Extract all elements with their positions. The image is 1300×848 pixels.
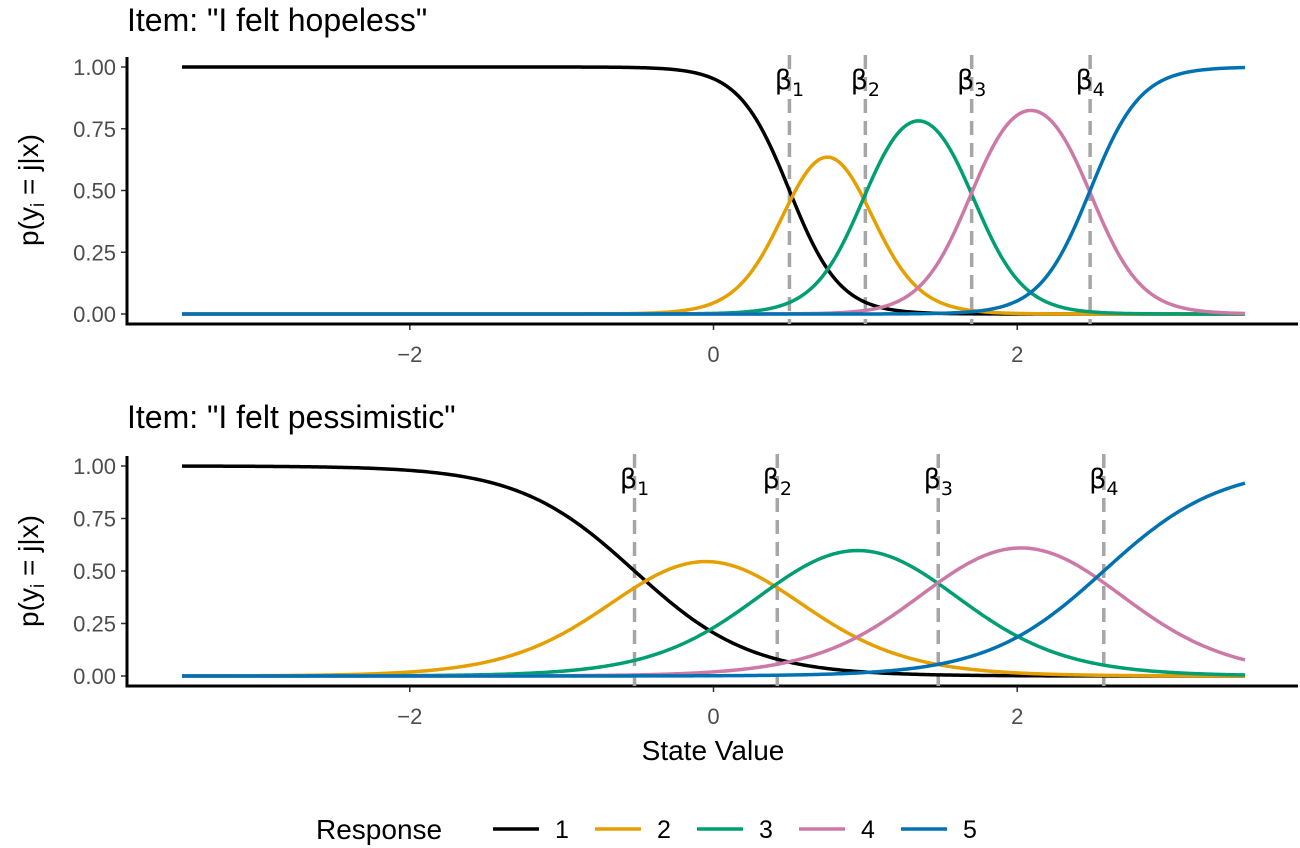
x-tick-label: 2 [1011,704,1023,729]
y-tick-label: 0.75 [73,507,116,532]
panel-pessimistic: Item: "I felt pessimistic" p(yi = j|x) 0.0… [13,399,1298,766]
y-axis-label: p(yi = j|x) [13,515,49,627]
legend-label-5: 5 [963,816,977,844]
series-line-2 [181,559,1246,678]
y-tick-label: 0.25 [73,612,116,637]
y-tick-label: 0.75 [73,117,116,142]
panel-title: Item: "I felt hopeless" [127,2,427,38]
threshold-label: β2 [851,65,880,101]
y-tick-label: 0.00 [73,664,116,689]
series-line-5 [182,65,1246,316]
legend-title: Response [316,814,442,845]
series-line-5 [182,481,1246,678]
x-tick-label: −2 [397,704,422,729]
x-tick-label: 0 [707,342,719,367]
y-axis-label: p(yi = j|x) [13,134,49,246]
panel-title: Item: "I felt pessimistic" [127,399,456,435]
threshold-label: β2 [763,464,792,500]
y-tick-label: 0.00 [73,302,116,327]
y-tick-label: 1.00 [73,55,116,80]
y-tick-label: 1.00 [73,454,116,479]
legend-label-2: 2 [657,816,671,844]
legend-label-3: 3 [759,816,773,844]
threshold-label: β4 [1075,65,1104,101]
x-tick-label: −2 [397,342,422,367]
legend-label-1: 1 [555,816,569,844]
legend-label-4: 4 [861,816,875,844]
series-line-4 [182,546,1246,678]
x-tick-label: 2 [1011,342,1023,367]
y-tick-label: 0.50 [73,179,116,204]
y-tick-label: 0.50 [73,559,116,584]
threshold-label: β1 [620,464,649,500]
y-tick-label: 0.25 [73,240,116,265]
threshold-label: β4 [1089,464,1118,500]
legend: Response 1 2 3 4 5 [316,814,977,845]
x-tick-label: 0 [707,704,719,729]
series-line-3 [182,119,1246,316]
x-axis-label: State Value [642,735,785,766]
threshold-label: β3 [957,65,986,101]
series-line-4 [182,108,1246,316]
panel-hopeless: Item: "I felt hopeless" p(yi = j|x) 0.00 0.… [13,2,1298,367]
threshold-label: β1 [775,65,804,101]
series-line-1 [182,65,1245,316]
threshold-label: β3 [924,464,953,500]
